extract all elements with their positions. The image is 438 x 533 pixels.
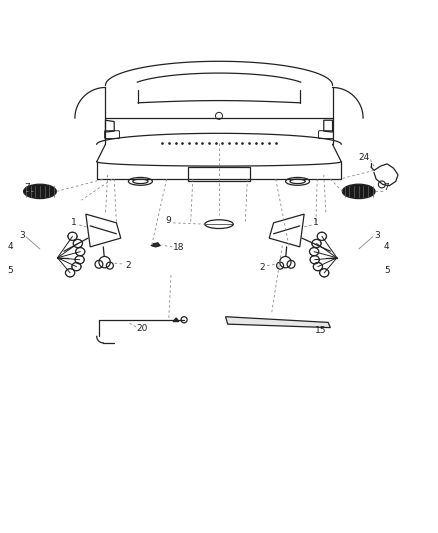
Polygon shape	[173, 318, 179, 321]
Text: 1: 1	[71, 219, 77, 228]
Polygon shape	[151, 243, 160, 247]
Text: 5: 5	[384, 266, 390, 276]
Text: 20: 20	[136, 324, 148, 333]
Text: 3: 3	[19, 231, 25, 240]
Bar	[188, 167, 250, 181]
Text: 4: 4	[7, 243, 13, 252]
Text: 24: 24	[358, 153, 370, 162]
Text: 18: 18	[173, 243, 185, 252]
Text: 2: 2	[259, 263, 265, 272]
Polygon shape	[226, 317, 330, 328]
Text: 7: 7	[25, 183, 30, 192]
Text: 2: 2	[125, 261, 131, 270]
Text: 3: 3	[374, 231, 380, 240]
Ellipse shape	[343, 184, 375, 199]
Text: 9: 9	[165, 216, 171, 225]
Ellipse shape	[24, 184, 57, 199]
Text: 1: 1	[313, 219, 318, 228]
Text: 5: 5	[7, 266, 13, 276]
Text: 15: 15	[315, 326, 327, 335]
Text: 7: 7	[383, 183, 389, 192]
Text: 4: 4	[384, 243, 390, 252]
